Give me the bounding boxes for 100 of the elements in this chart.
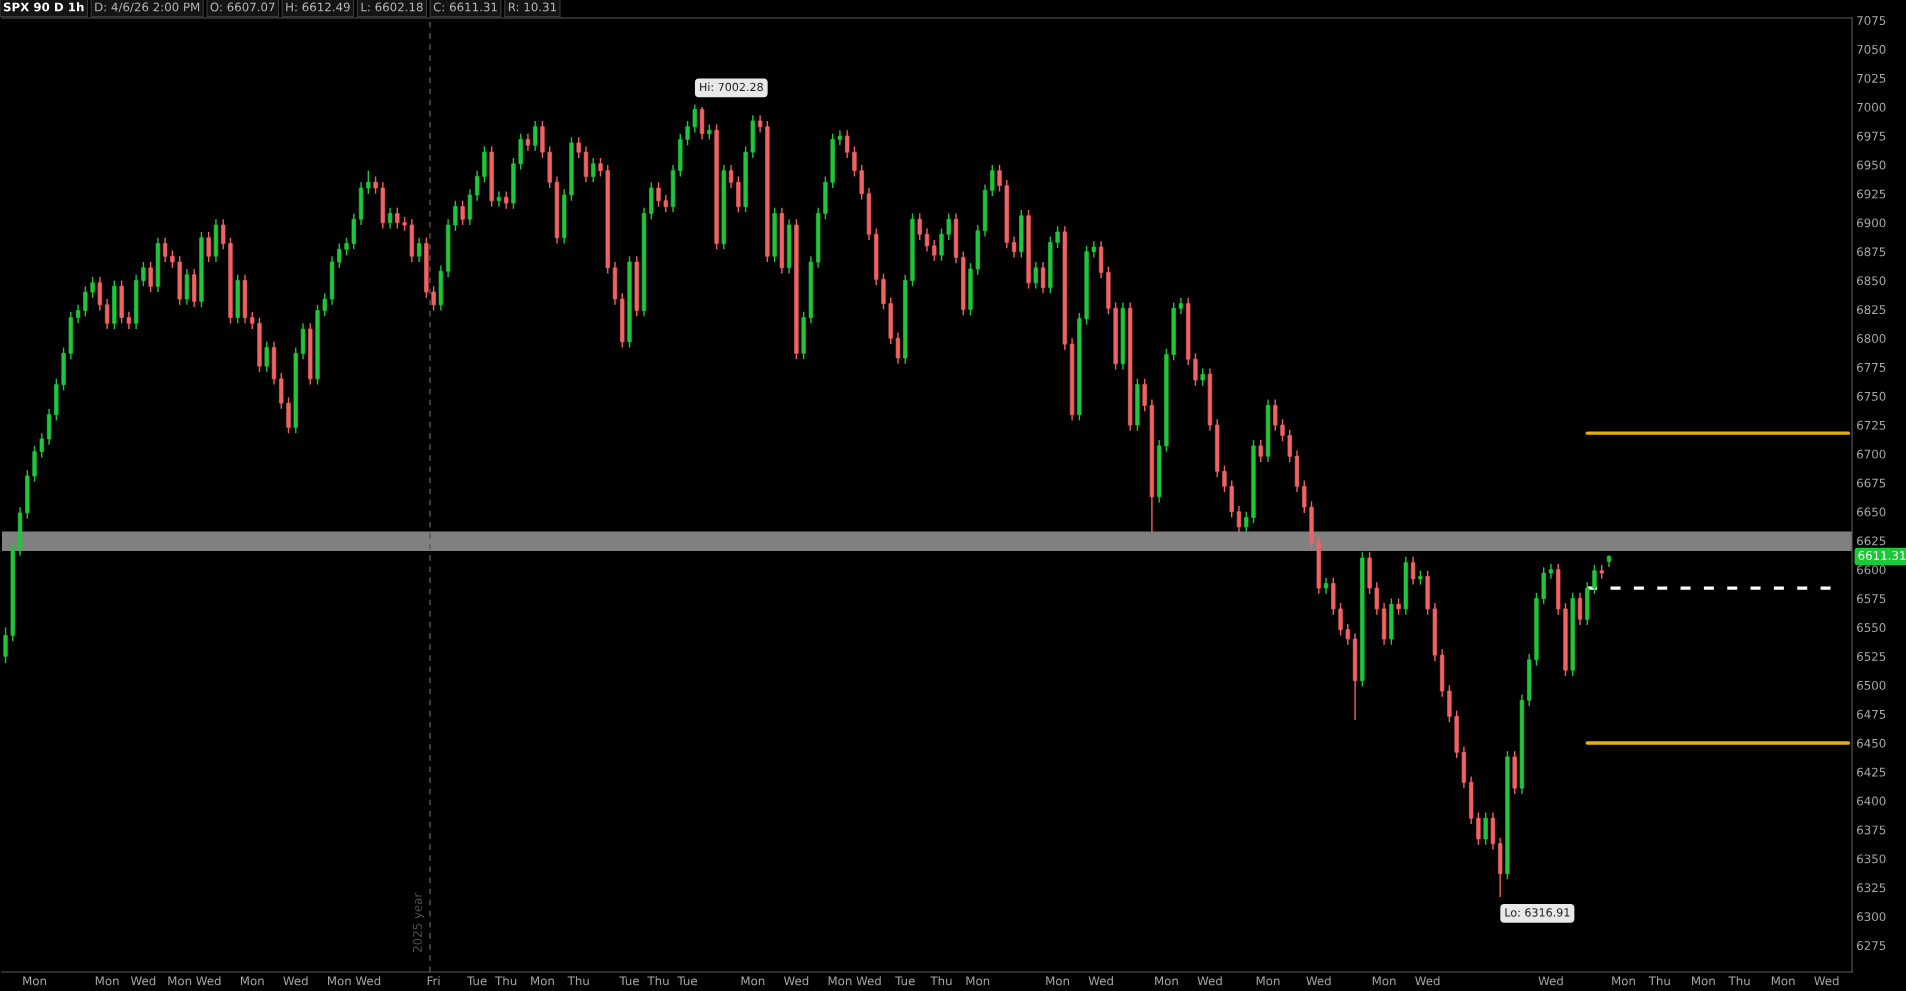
text: 6611.31 [1858,551,1906,560]
candlestick [3,626,8,664]
candlestick [533,120,538,152]
chart-title: SPX 90 D 1h [3,2,84,12]
x-tick-label: Mon [95,976,119,986]
x-tick-label: Thu [930,976,952,986]
y-tick-label: 6725 [1857,420,1886,430]
x-tick-label: Wed [783,976,809,986]
y-tick-label: 6825 [1857,305,1886,315]
candlestick [1287,428,1292,463]
candlestick [1011,235,1017,259]
candlestick [859,164,864,201]
y-tick-label: 6875 [1857,247,1886,257]
text: C: 6611.31 [433,2,497,12]
candlestick [1577,592,1583,626]
annotation: Hi: 7002.28 [700,82,763,92]
candlestick [75,304,81,324]
candlestick [924,227,930,253]
candlestick [1236,505,1242,534]
y-tick-label: 6775 [1857,362,1886,372]
y-tick-label: 6325 [1857,883,1886,893]
candlestick [591,157,596,183]
candlestick [504,190,509,210]
x-tick-label: Mon [741,976,765,986]
candlestick [431,285,436,312]
candlestick [1193,352,1198,387]
x-tick-label: Mon [240,976,264,986]
y-tick-label: 7050 [1857,44,1886,54]
x-tick-label: Mon [1155,976,1178,986]
candlestick [1244,511,1249,534]
candlestick [366,169,371,195]
candlestick [90,276,95,299]
x-tick-label: Thu [1728,976,1750,986]
x-tick-label: Tue [895,976,915,986]
candlestick [453,200,458,232]
candlestick [387,206,393,230]
candlestick [845,129,850,159]
candlestick [939,227,944,262]
y-tick-label: 6475 [1857,709,1886,719]
y-tick-label: 6425 [1857,767,1886,777]
y-tick-label: 7000 [1857,102,1886,112]
candlestick [852,145,857,178]
text: R: 10.31 [508,2,557,12]
candlestick [39,432,44,459]
y-tick-label: 6800 [1857,334,1886,343]
x-tick-label: Tue [677,976,698,986]
x-tick-label: Wed [130,976,156,986]
candlestick [1338,602,1343,637]
candlestick [1483,811,1488,846]
candlestick [997,164,1002,193]
x-tick-label: Mon [1046,976,1070,986]
candlestick [148,261,153,293]
candlestick [656,181,661,208]
text: L: 6602.18 [361,2,423,12]
y-tick-label: 6575 [1857,594,1886,604]
candlestick [990,164,995,197]
candlestick [1374,581,1379,616]
candlestick [1273,398,1278,432]
candlestick [598,157,603,178]
x-tick-label: Mon [1612,976,1635,986]
candlestick [474,169,480,202]
candlestick [221,218,226,250]
y-tick-label: 6700 [1857,449,1886,459]
candlestick [576,136,581,159]
candlestick [97,276,103,312]
x-tick-label: Mon [1692,976,1715,986]
text: D: 4/6/26 2:00 PM [95,2,200,13]
candlestick [757,114,763,134]
candlestick [1302,479,1307,514]
candlestick [1142,378,1147,412]
y-tick-label: 6275 [1857,941,1886,951]
x-tick-label: Wed [1538,976,1563,986]
y-tick-label: 6675 [1857,478,1886,488]
x-tick-label: Wed [196,976,221,986]
x-tick-label: Mon [531,976,554,986]
candlestick [692,103,697,134]
annotation: Lo: 6316.91 [1505,908,1570,917]
y-tick-label: 6625 [1857,536,1886,546]
y-tick-label: 6850 [1857,276,1886,286]
y-tick-label: 6925 [1857,189,1886,199]
y-tick-label: 7025 [1857,73,1886,83]
candlestick [1033,261,1038,290]
candlestick [1258,439,1263,463]
candlestick [895,331,901,365]
y-tick-label: 6650 [1857,507,1886,517]
x-tick-label: Wed [1088,976,1113,986]
candlestick [1345,623,1350,646]
x-tick-label: Mon [168,976,192,986]
candlestick [496,190,502,208]
candlestick [1323,576,1329,595]
candlestick [1055,225,1060,249]
x-tick-label: Fri [427,976,440,986]
candlestick [1592,564,1597,595]
candlestick [1040,261,1046,294]
candlestick [322,292,327,318]
candlestick [206,231,211,263]
x-tick-label: Wed [283,976,308,986]
candlestick [141,261,146,287]
candlestick [1280,418,1285,442]
text: O: 6607.07 [210,2,275,12]
